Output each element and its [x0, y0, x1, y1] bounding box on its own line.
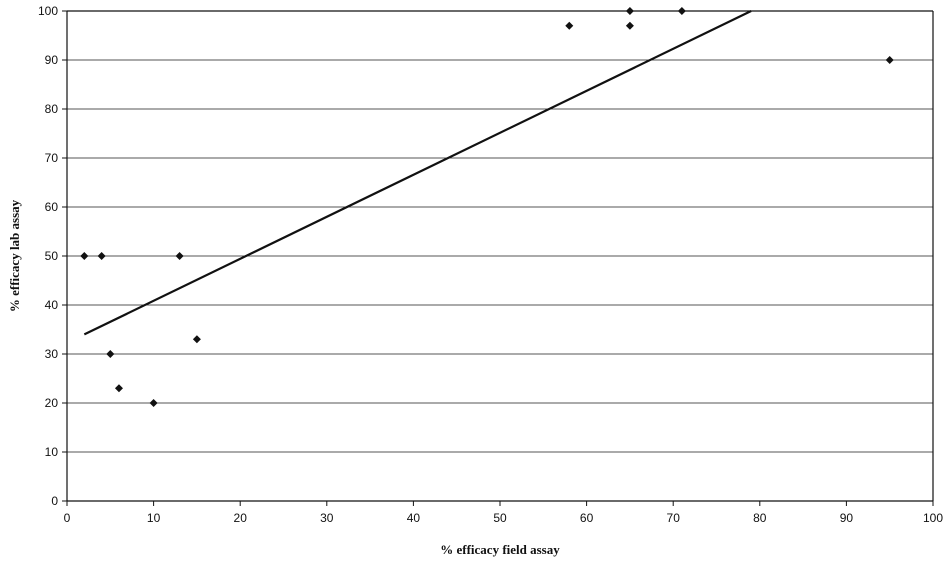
data-point	[192, 335, 201, 344]
data-point	[175, 252, 184, 260]
y-tick-label: 70	[45, 151, 59, 165]
x-tick-label: 60	[580, 511, 594, 525]
data-point	[97, 252, 106, 260]
data-point	[149, 399, 158, 407]
x-tick-label: 30	[320, 511, 334, 525]
data-point	[565, 21, 574, 30]
y-tick-label: 100	[38, 4, 58, 18]
trendline	[83, 10, 752, 336]
y-tick-label: 80	[45, 102, 59, 116]
y-tick-label: 50	[45, 249, 59, 263]
y-tick-label: 60	[45, 200, 59, 214]
x-tick-label: 100	[923, 511, 943, 525]
data-point	[885, 56, 894, 64]
y-tick-label: 0	[51, 494, 58, 508]
data-point	[677, 7, 686, 15]
data-point	[106, 350, 115, 358]
y-tick-label: 10	[45, 445, 59, 459]
x-tick-label: 10	[147, 511, 161, 525]
gridlines	[67, 10, 933, 502]
x-tick-label: 0	[64, 511, 71, 525]
x-tick-label: 70	[667, 511, 681, 525]
y-axis-title: % efficacy lab assay	[7, 199, 22, 312]
y-tick-label: 20	[45, 396, 59, 410]
x-tick-label: 50	[493, 511, 507, 525]
x-tick-label: 20	[234, 511, 248, 525]
x-tick-label: 40	[407, 511, 421, 525]
y-tick-label: 30	[45, 347, 59, 361]
data-point	[80, 252, 89, 260]
y-tick-label: 40	[45, 298, 59, 312]
x-axis-title: % efficacy field assay	[440, 542, 560, 557]
trendline-group	[83, 10, 752, 336]
y-tick-label: 90	[45, 53, 59, 67]
data-point	[625, 7, 634, 15]
data-point	[625, 21, 634, 30]
tick-labels: 0 10 20 30 40 50 60 70 80 90 100 0 10 20 30 40 50 60 70 80 9…	[38, 4, 943, 525]
data-points	[80, 7, 894, 407]
data-point	[114, 384, 123, 393]
x-tick-label: 90	[840, 511, 854, 525]
axes	[62, 10, 934, 506]
x-tick-label: 80	[753, 511, 767, 525]
